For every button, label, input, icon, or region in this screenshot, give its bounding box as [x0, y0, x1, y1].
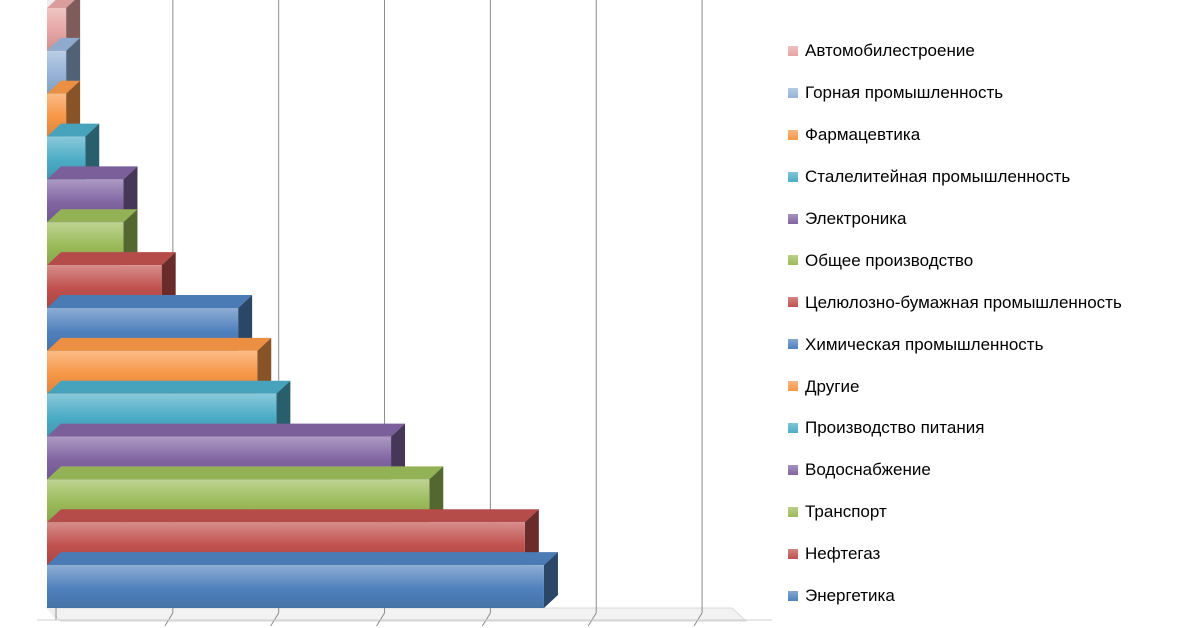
legend-label: Энергетика [805, 586, 895, 606]
bar-top-face [47, 295, 253, 308]
bar [47, 552, 558, 608]
legend-label: Электроника [805, 209, 907, 228]
legend-item: Автомобилестроение [788, 30, 1188, 72]
bar-side-face [524, 509, 539, 566]
bar-top-face [47, 509, 539, 523]
legend-swatch [788, 213, 798, 224]
bar [47, 80, 81, 137]
legend-swatch [788, 590, 798, 601]
legend-item: Нефтегаз [788, 533, 1188, 575]
legend-swatch [788, 171, 798, 182]
legend-swatch [788, 548, 798, 559]
chart-legend: Автомобилестроение Горная промышленность Ф… [788, 30, 1188, 616]
legend-item: Фармацевтика [788, 114, 1188, 156]
bar-side-face [123, 209, 138, 266]
bar-top-face [47, 380, 291, 394]
legend-swatch [788, 297, 798, 308]
legend-label: Другие [805, 376, 860, 396]
bar-top-face [47, 552, 558, 566]
legend-swatch [788, 87, 798, 98]
legend-label: Целюлозно-бумажная промышленность [805, 292, 1122, 312]
bar-front-face [47, 565, 544, 608]
bar-side-face [238, 295, 253, 351]
bar-side-face [161, 252, 176, 308]
legend-swatch [788, 255, 798, 266]
legend-label: Нефтегаз [805, 544, 881, 564]
bar-side-face [257, 337, 272, 394]
legend-item: Электроника [788, 198, 1188, 240]
legend-item: Производство питания [788, 407, 1188, 449]
bar-top-face [47, 209, 138, 223]
legend-item: Общее производство [788, 239, 1188, 281]
legend-label: Горная промышленность [805, 83, 1004, 103]
bar-top-face [47, 0, 75, 8]
bar-top-face [47, 337, 272, 351]
legend-item: Транспорт [788, 491, 1188, 533]
legend-item: Водоснабжение [788, 449, 1188, 491]
legend-item: Горная промышленность [788, 72, 1188, 114]
legend-item: Сталелитейная промышленность [788, 156, 1188, 198]
bar-side-face [66, 37, 81, 94]
legend-item: Энергетика [788, 575, 1188, 617]
bar-side-face [543, 552, 558, 608]
bar-top-face [47, 123, 100, 137]
legend-label: Водоснабжение [805, 460, 931, 480]
chart-floor [45, 607, 748, 622]
legend-label: Общее производство [805, 250, 974, 270]
legend-swatch [788, 422, 798, 433]
legend-swatch [788, 339, 798, 350]
bar-side-face [123, 166, 138, 223]
legend-swatch [788, 506, 798, 517]
bar-top-face [47, 423, 406, 437]
legend-label: Сталелитейная промышленность [805, 167, 1071, 187]
legend-label: Производство питания [805, 418, 985, 438]
bar-side-face [276, 380, 291, 437]
legend-item: Целюлозно-бумажная промышленность [788, 281, 1188, 323]
bar-side-face [391, 423, 406, 480]
bar-top-face [47, 37, 81, 51]
legend-item: Другие [788, 365, 1188, 407]
legend-swatch [788, 381, 798, 392]
legend-swatch [788, 464, 798, 475]
legend-swatch [788, 45, 798, 56]
legend-label: Транспорт [805, 502, 887, 522]
bar [47, 209, 138, 266]
bar-side-face [85, 123, 100, 180]
legend-item: Химическая промышленность [788, 323, 1188, 365]
legend-label: Автомобилестроение [805, 41, 975, 61]
bar-top-face [47, 466, 444, 480]
legend-label: Фармацевтика [805, 125, 921, 145]
bar-top-face [47, 166, 138, 180]
legend-swatch [788, 129, 798, 140]
bar-side-face [429, 466, 444, 523]
bar-side-face [66, 80, 81, 137]
legend-label: Химическая промышленность [805, 334, 1044, 354]
bar-top-face [47, 80, 81, 94]
bar-top-face [47, 252, 176, 266]
